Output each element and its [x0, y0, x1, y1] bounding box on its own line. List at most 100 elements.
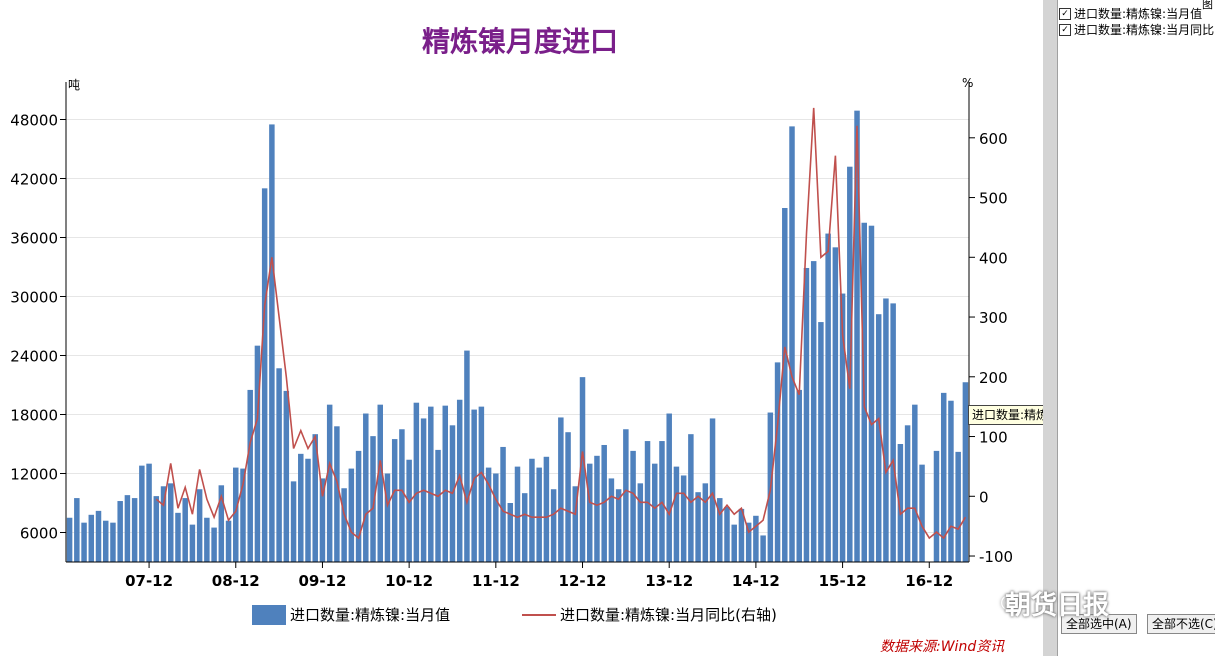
bar: [341, 488, 347, 562]
bar: [912, 404, 918, 562]
bar: [88, 514, 95, 562]
bar: [464, 350, 470, 562]
legend-line-swatch: [522, 613, 556, 616]
bar: [160, 486, 167, 562]
bar: [652, 463, 658, 562]
bar: [428, 406, 434, 562]
bar: [507, 503, 514, 562]
left-tick-label: 42000: [10, 171, 58, 189]
bar: [377, 404, 383, 562]
deselect-all-button[interactable]: 全部不选(C): [1147, 614, 1215, 634]
bar: [579, 377, 586, 562]
right-tick-label: 0: [979, 488, 989, 506]
bar: [370, 436, 376, 562]
bar: [760, 535, 766, 562]
x-tick-label: 12-12: [559, 572, 607, 590]
x-tick-label: 13-12: [645, 572, 693, 590]
select-all-button[interactable]: 全部选中(A): [1061, 614, 1137, 634]
right-tick-label: 500: [979, 190, 1008, 208]
bar: [832, 247, 839, 563]
bar: [326, 404, 333, 562]
checkbox-icon[interactable]: ✓: [1059, 24, 1071, 36]
bar: [363, 413, 369, 562]
bar: [276, 368, 282, 562]
bar: [933, 450, 940, 562]
series-list: ✓ 进口数量:精炼镍:当月值 ✓ 进口数量:精炼镍:当月同比: [1059, 6, 1214, 38]
bar: [738, 508, 745, 562]
panel-top-button[interactable]: 图: [1202, 0, 1213, 11]
bar: [139, 465, 145, 562]
bar: [391, 439, 398, 562]
bar: [124, 495, 131, 562]
x-tick-label: 15-12: [819, 572, 867, 590]
bar: [630, 450, 636, 562]
bar: [637, 483, 644, 562]
bar: [384, 473, 391, 562]
bar: [904, 425, 911, 562]
checkbox-icon[interactable]: ✓: [1059, 8, 1071, 20]
bar: [666, 413, 672, 562]
bar: [543, 456, 550, 562]
right-tick-label: 300: [979, 309, 1008, 327]
left-tick-label: 30000: [10, 289, 58, 307]
legend-line-label: 进口数量:精炼镍:当月同比(右轴): [560, 606, 777, 624]
bar: [529, 458, 535, 562]
bar: [875, 314, 882, 562]
bar: [709, 418, 716, 562]
bar: [955, 451, 961, 562]
bar: [493, 473, 499, 562]
bar: [211, 527, 217, 562]
watermark: 朝货日报: [1005, 591, 1110, 621]
bar: [240, 468, 246, 562]
x-tick-label: 14-12: [732, 572, 780, 590]
bar: [225, 520, 232, 562]
bar: [254, 345, 261, 562]
bar: [110, 522, 116, 562]
left-tick-label: 6000: [20, 525, 58, 543]
bar: [413, 402, 420, 562]
bar: [796, 389, 802, 562]
bar: [731, 524, 737, 562]
bar: [948, 400, 954, 562]
bar: [478, 406, 485, 562]
bar: [702, 483, 709, 562]
bar: [623, 429, 629, 562]
bar: [818, 322, 824, 562]
bar: [673, 466, 680, 562]
series-item-value[interactable]: ✓ 进口数量:精炼镍:当月值: [1059, 6, 1214, 22]
bar: [283, 390, 290, 562]
bar: [565, 432, 571, 562]
bar: [514, 466, 521, 562]
right-tick-label: -100: [979, 548, 1013, 566]
bar: [175, 512, 181, 562]
bar: [688, 434, 694, 562]
bar: [131, 498, 138, 562]
bar: [218, 485, 225, 562]
x-tick-label: 09-12: [298, 572, 346, 590]
legend-item-bars: 进口数量:精炼镍:当月值: [252, 604, 450, 625]
bar: [962, 382, 969, 562]
series-item-label: 进口数量:精炼镍:当月同比: [1074, 23, 1215, 37]
left-tick-label: 18000: [10, 407, 58, 425]
bar: [789, 126, 795, 562]
bar: [102, 520, 109, 562]
bar: [724, 506, 730, 562]
panel-scrollbar[interactable]: [1043, 0, 1058, 656]
bar: [399, 429, 405, 562]
data-source: 数据来源:Wind资讯: [880, 639, 1005, 655]
series-item-yoy[interactable]: ✓ 进口数量:精炼镍:当月同比: [1059, 22, 1214, 38]
bar: [471, 409, 477, 562]
bar: [521, 493, 528, 562]
left-tick-label: 36000: [10, 230, 58, 248]
bar: [189, 524, 196, 562]
bar: [269, 124, 275, 563]
bar: [586, 463, 593, 562]
bar: [334, 426, 340, 562]
bar: [66, 517, 73, 562]
x-tick-label: 08-12: [212, 572, 260, 590]
legend-bar-label: 进口数量:精炼镍:当月值: [290, 606, 451, 624]
x-tick-label: 16-12: [905, 572, 953, 590]
right-tick-label: 200: [979, 369, 1008, 387]
bar: [717, 498, 723, 562]
bar: [558, 417, 564, 562]
